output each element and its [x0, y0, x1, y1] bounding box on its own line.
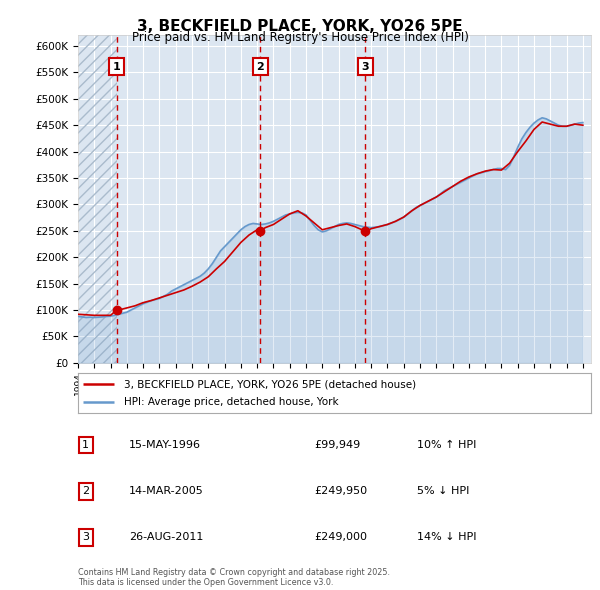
Bar — [78, 35, 116, 363]
Text: 1: 1 — [113, 61, 121, 71]
Text: £249,000: £249,000 — [314, 532, 367, 542]
Text: 3: 3 — [362, 61, 369, 71]
Text: £249,950: £249,950 — [314, 486, 367, 496]
Text: 10% ↑ HPI: 10% ↑ HPI — [416, 440, 476, 450]
Text: £99,949: £99,949 — [314, 440, 360, 450]
Text: Price paid vs. HM Land Registry's House Price Index (HPI): Price paid vs. HM Land Registry's House … — [131, 31, 469, 44]
Text: 2: 2 — [257, 61, 264, 71]
Text: 26-AUG-2011: 26-AUG-2011 — [130, 532, 203, 542]
Text: HPI: Average price, detached house, York: HPI: Average price, detached house, York — [124, 396, 339, 407]
Text: Contains HM Land Registry data © Crown copyright and database right 2025.
This d: Contains HM Land Registry data © Crown c… — [78, 568, 390, 587]
Text: 14-MAR-2005: 14-MAR-2005 — [130, 486, 204, 496]
Text: 5% ↓ HPI: 5% ↓ HPI — [416, 486, 469, 496]
Text: 3, BECKFIELD PLACE, YORK, YO26 5PE: 3, BECKFIELD PLACE, YORK, YO26 5PE — [137, 19, 463, 34]
Text: 1: 1 — [82, 440, 89, 450]
Text: 2: 2 — [82, 486, 89, 496]
Text: 14% ↓ HPI: 14% ↓ HPI — [416, 532, 476, 542]
Text: 3, BECKFIELD PLACE, YORK, YO26 5PE (detached house): 3, BECKFIELD PLACE, YORK, YO26 5PE (deta… — [124, 379, 416, 389]
Text: 3: 3 — [82, 532, 89, 542]
Text: 15-MAY-1996: 15-MAY-1996 — [130, 440, 202, 450]
